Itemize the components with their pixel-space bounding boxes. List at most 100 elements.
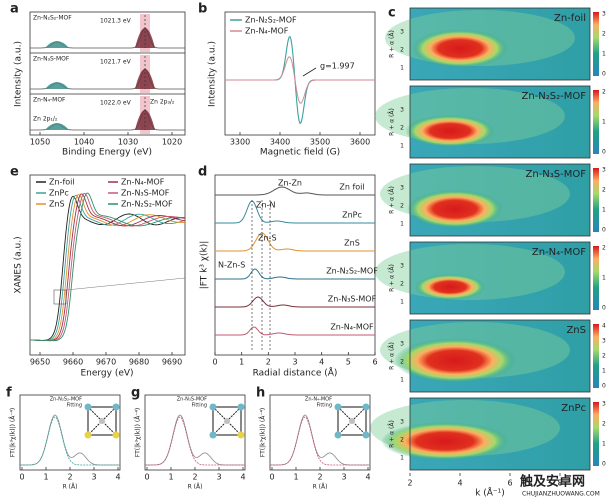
legend-label: ZnS (49, 200, 65, 209)
x-tick-label: 5 (346, 358, 351, 367)
curve (215, 326, 375, 336)
legend-label: Zn-N₂S₂-MOF (50, 397, 82, 403)
x-tick-label: 6 (372, 358, 377, 367)
axis-title: R + α (Å) (389, 264, 396, 292)
colorbar-tick: 2 (602, 245, 606, 252)
atom (112, 403, 120, 411)
axis-title: Intensity (a.u.) (208, 41, 218, 107)
x-tick-label: 1030 (118, 138, 138, 147)
arrow (302, 67, 317, 77)
x-tick-label: 4 (457, 479, 462, 488)
curve-name: ZnS (344, 239, 360, 248)
x-tick-label: 2 (317, 473, 322, 482)
axis-title: R (Å) (63, 484, 78, 491)
x-tick-label: 0 (144, 473, 149, 482)
colorbar-tick: 4 (602, 323, 606, 330)
x-tick-label: 2 (407, 479, 412, 488)
map-title: Zn-N₂S₂-MOF (521, 91, 586, 102)
atom (237, 403, 245, 411)
x-tick-label: 0 (269, 473, 274, 482)
legend-label: Fitting (316, 403, 332, 409)
y-tick-label: 2 (400, 437, 404, 444)
y-tick-label: 1 (400, 221, 404, 228)
axis-title: R (Å) (188, 484, 203, 491)
curve (20, 416, 120, 466)
x-tick-label: 1 (168, 473, 173, 482)
y-tick-label: 2 (400, 125, 404, 132)
heatmap-spot (412, 29, 508, 68)
heatmap-spot (394, 338, 516, 383)
axis-title: R + α (Å) (389, 108, 396, 136)
colorbar-tick: 0 (602, 149, 606, 156)
colorbar-tick: 1 (602, 275, 606, 282)
colorbar-tick: 1 (602, 207, 606, 214)
x-tick-label: 4 (365, 473, 370, 482)
axis-title: FT(|k³χ(k)|) (Å⁻⁴) (10, 408, 17, 458)
y-tick-label: 2 (400, 47, 404, 54)
atom (209, 431, 217, 439)
x-tick-label: 4 (115, 473, 120, 482)
panel-label: f (6, 386, 12, 401)
heatmap-spot (405, 115, 495, 147)
structure-box (337, 406, 367, 436)
colorbar (593, 168, 599, 232)
axis-title: R + α (Å) (389, 30, 396, 58)
atom (84, 431, 92, 439)
legend-label: Zn-N₄-MOF (305, 397, 332, 403)
y-tick-label: 1 (400, 377, 404, 384)
legend-label: Zn-N₄-MOF (121, 178, 165, 187)
y-tick-label: 3 (400, 263, 404, 270)
colorbar-tick: 3 (602, 401, 606, 408)
colorbar-tick: 0 (602, 461, 606, 468)
map-title: Zn-N₄-MOF (532, 247, 586, 258)
legend-label: Fitting (191, 403, 207, 409)
axis-title: Energy (eV) (80, 369, 133, 379)
y-tick-label: 2 (400, 203, 404, 210)
legend-label: Zn-N₂S₂-MOF (121, 200, 173, 209)
x-tick-label: 1 (293, 473, 298, 482)
curve (270, 414, 370, 466)
curve (30, 192, 186, 342)
atom (334, 431, 342, 439)
annotation: Zn 2p₁/₂ (33, 116, 58, 123)
x-tick-label: 9660 (63, 358, 83, 367)
colorbar-tick: 2 (602, 89, 606, 96)
colorbar (593, 246, 599, 310)
heatmap-frame (409, 397, 591, 471)
x-tick-label: 2 (266, 358, 271, 367)
x-tick-label: 6 (507, 479, 512, 488)
y-tick-label: 3 (400, 341, 404, 348)
x-tick-label: 3 (216, 473, 221, 482)
x-tick-label: 1050 (30, 138, 50, 147)
peak-label: 1022.0 eV (100, 100, 132, 107)
peak-label: 1021.3 eV (100, 18, 132, 25)
colorbar-tick: 2 (602, 187, 606, 194)
y-tick-label: 2 (400, 359, 404, 366)
curve (30, 194, 186, 341)
x-tick-label: 3500 (310, 138, 330, 147)
map-title: ZnS (566, 325, 586, 336)
peak-fill (135, 110, 155, 130)
watermark: CHUJIANZHUOWANG.COM (522, 491, 600, 498)
spectrum-name: Zn-N₃S-MOF (33, 56, 70, 63)
axis-title: FT(|k³χ(k)|) (Å⁻⁴) (135, 408, 142, 458)
curve (215, 268, 375, 280)
atom (334, 403, 342, 411)
curve (215, 296, 375, 308)
atom (224, 418, 230, 424)
heatmap-frame (409, 85, 591, 159)
watermark: 触及安卓网 (519, 474, 585, 490)
curve (215, 186, 375, 196)
heatmap-frame (409, 163, 591, 237)
panel-label: e (10, 165, 19, 180)
structure-box (87, 406, 117, 436)
atom (99, 418, 105, 424)
x-tick-label: 3 (292, 358, 297, 367)
peak-fill (135, 69, 155, 89)
colorbar-tick: 1 (602, 119, 606, 126)
x-tick-label: 1 (239, 358, 244, 367)
x-tick-label: 1040 (74, 138, 94, 147)
map-title: ZnPc (561, 403, 586, 414)
y-tick-label: 3 (400, 107, 404, 114)
x-tick-label: 9650 (30, 358, 50, 367)
